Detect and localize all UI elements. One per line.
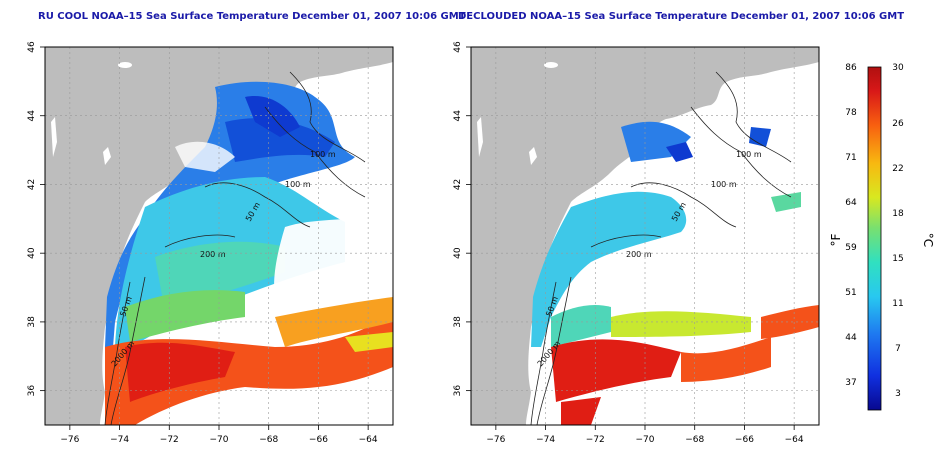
- x-tick-label: −72: [586, 435, 605, 445]
- grid-lines: [471, 46, 819, 425]
- colorbar: 86 78 71 64 59 51 44 37 30 26 22 18 15 11 7 3 °F °C: [829, 63, 935, 411]
- colorbar-c-tick: 7: [895, 344, 901, 354]
- colorbar-f-tick: 37: [845, 378, 856, 388]
- contour-label-200m: 200 m: [626, 250, 652, 259]
- contour-label-100m-a: 100 m: [736, 150, 762, 159]
- x-tick-label: −72: [160, 435, 179, 445]
- colorbar-c-tick: 22: [892, 164, 903, 174]
- y-tick-label: 44: [27, 110, 37, 122]
- y-tick-label: 38: [27, 316, 37, 328]
- y-tick-label: 42: [453, 179, 463, 190]
- y-tick-label: 36: [453, 385, 463, 397]
- y-tick-label: 38: [453, 316, 463, 328]
- x-tick-label: −74: [110, 435, 129, 445]
- colorbar-c-tick: 15: [892, 254, 903, 264]
- contour-label-100m-a: 100 m: [310, 150, 336, 159]
- contour-label-100m-b: 100 m: [285, 180, 311, 189]
- land-mass: [45, 47, 393, 425]
- colorbar-f-tick: 86: [845, 63, 857, 73]
- y-tick-label: 46: [27, 41, 37, 53]
- land-mass: [471, 47, 819, 425]
- contour-label-200m: 200 m: [200, 250, 226, 259]
- colorbar-f-tick: 78: [845, 108, 857, 118]
- x-tick-label: −76: [60, 435, 79, 445]
- y-tick-label: 42: [27, 179, 37, 190]
- colorbar-c-tick: 3: [895, 389, 901, 399]
- y-tick-label: 40: [453, 247, 463, 259]
- y-tick-label: 36: [27, 385, 37, 397]
- y-tick-label: 40: [27, 247, 37, 259]
- x-tick-label: −66: [309, 435, 328, 445]
- left-panel-title: RU COOL NOAA–15 Sea Surface Temperature …: [38, 11, 466, 22]
- colorbar-f-tick: 51: [845, 288, 856, 298]
- y-tick-label: 46: [453, 41, 463, 53]
- colorbar-c-tick: 11: [892, 299, 903, 309]
- axis-ticks: −76 −74 −72 −70 −68 −66 −64 46 44 42 40 38 36: [27, 41, 378, 445]
- right-map-panel: 100 m 100 m 50 m 200 m 50 m 2000 m −76 −7…: [453, 41, 820, 445]
- colorbar-c-tick: 26: [892, 119, 904, 129]
- x-tick-label: −70: [636, 435, 655, 445]
- colorbar-f-tick: 71: [845, 153, 856, 163]
- colorbar-gradient: [867, 66, 882, 411]
- celsius-unit-label: °C: [921, 233, 935, 247]
- contour-label-100m-b: 100 m: [711, 180, 737, 189]
- colorbar-f-tick: 44: [845, 333, 857, 343]
- x-tick-label: −64: [785, 435, 804, 445]
- x-tick-label: −74: [536, 435, 555, 445]
- axis-ticks: −76 −74 −72 −70 −68 −66 −64 46 44 42 40 38 36: [453, 41, 804, 445]
- x-tick-label: −64: [359, 435, 378, 445]
- x-tick-label: −76: [486, 435, 505, 445]
- right-panel-title: DECLOUDED NOAA–15 Sea Surface Temperatur…: [458, 11, 905, 22]
- fahrenheit-unit-label: °F: [829, 233, 843, 246]
- colorbar-c-tick: 18: [892, 209, 904, 219]
- left-map-panel: 100 m 100 m 50 m 200 m 50 m 2000 m −76 −7…: [27, 41, 394, 445]
- x-tick-label: −68: [259, 435, 278, 445]
- x-tick-label: −66: [735, 435, 754, 445]
- colorbar-f-tick: 64: [845, 198, 857, 208]
- x-tick-label: −68: [685, 435, 704, 445]
- y-tick-label: 44: [453, 110, 463, 122]
- colorbar-c-tick: 30: [892, 63, 904, 73]
- colorbar-f-tick: 59: [845, 243, 857, 253]
- x-tick-label: −70: [210, 435, 229, 445]
